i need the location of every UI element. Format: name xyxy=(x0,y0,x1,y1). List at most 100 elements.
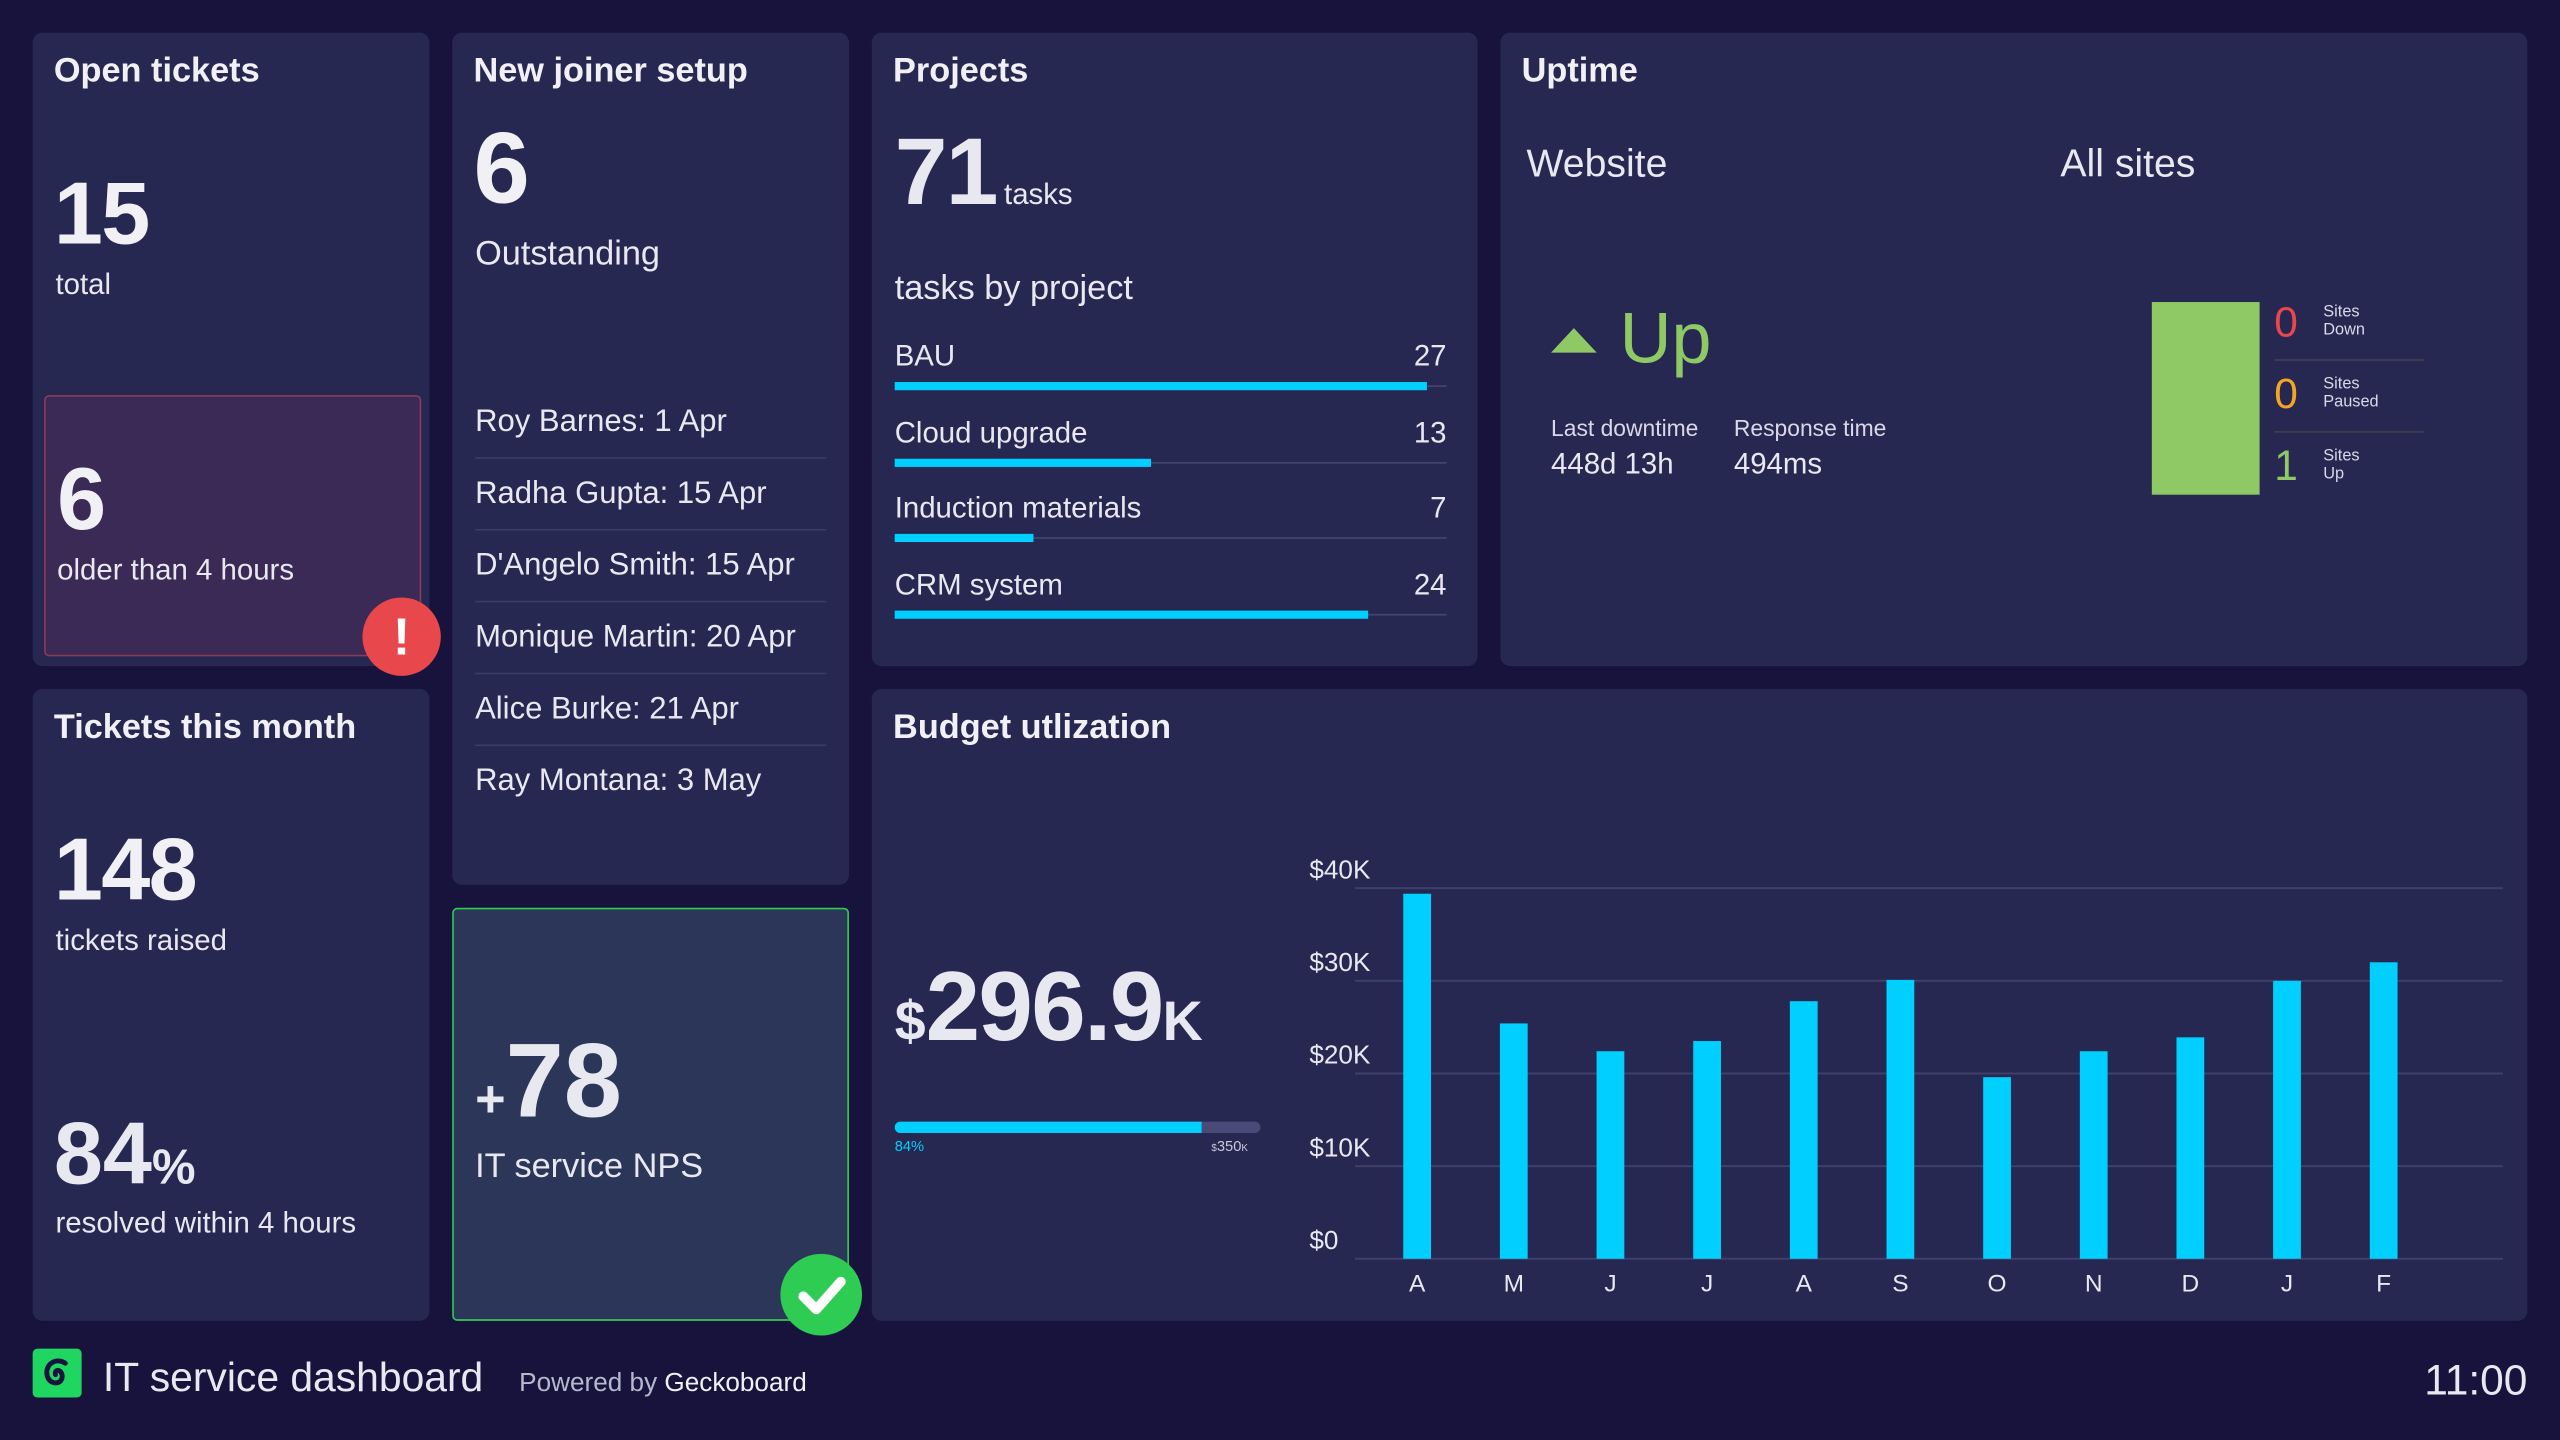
panel-title: Projects xyxy=(893,52,1029,90)
project-value: 13 xyxy=(1413,415,1447,449)
project-bar-fill xyxy=(894,382,1427,391)
last-downtime-label: Last downtime xyxy=(1551,414,1699,441)
triangle-up-icon xyxy=(1551,328,1597,353)
nps-number: 78 xyxy=(505,1022,622,1140)
panel-title: Open tickets xyxy=(53,52,260,90)
open-tickets-panel: Open tickets 15 total 6 older than 4 hou… xyxy=(32,32,441,676)
sites-up-stat: 1 Sites Up xyxy=(2274,440,2405,509)
x-tick-label: F xyxy=(2376,1270,2391,1297)
resolved-label: resolved within 4 hours xyxy=(55,1206,357,1240)
joiner-list-item: Ray Montana: 3 May xyxy=(475,764,762,799)
y-tick-label: $0 xyxy=(1309,1225,1338,1255)
bar-D xyxy=(2176,1037,2205,1259)
divider xyxy=(2274,359,2425,361)
y-tick-label: $30K xyxy=(1309,947,1371,977)
sites-paused-label: Sites Paused xyxy=(2323,375,2379,412)
x-tick-label: A xyxy=(1796,1270,1813,1297)
website-status: Up xyxy=(1619,298,1712,379)
resolved-unit: % xyxy=(151,1141,196,1196)
new-joiner-count-label: Outstanding xyxy=(475,235,660,273)
project-value: 24 xyxy=(1413,567,1447,600)
budget-progress-fill xyxy=(894,1121,1202,1134)
all-sites-label: All sites xyxy=(2060,142,2196,187)
joiner-list-item: Roy Barnes: 1 Apr xyxy=(475,405,827,459)
response-time-label: Response time xyxy=(1733,414,1887,441)
old-tickets-alert-box: 6 older than 4 hours xyxy=(44,395,422,657)
project-value: 7 xyxy=(1430,491,1447,525)
open-tickets-total-label: total xyxy=(55,267,112,301)
open-tickets-total: 15 xyxy=(53,164,150,263)
x-tick-label: J xyxy=(1604,1270,1616,1297)
projects-task-count: 71 tasks xyxy=(895,118,1073,227)
project-bar-track xyxy=(894,537,1447,539)
dashboard-title: IT service dashboard xyxy=(102,1355,484,1401)
panel-title: Tickets this month xyxy=(53,708,357,747)
response-time-value: 494ms xyxy=(1733,447,1823,480)
geckoboard-logo-icon xyxy=(32,1348,82,1398)
x-tick-label: S xyxy=(1892,1270,1908,1297)
last-downtime-value: 448d 13h xyxy=(1551,447,1674,480)
y-tick-label: $10K xyxy=(1309,1132,1371,1162)
resolved-value: 84% xyxy=(54,1104,196,1205)
x-tick-label: M xyxy=(1504,1270,1524,1297)
checkmark-icon xyxy=(780,1253,863,1336)
y-tick-label: $20K xyxy=(1309,1040,1371,1070)
new-joiner-count: 6 xyxy=(473,112,529,226)
powered-by: Powered by Geckoboard xyxy=(519,1369,807,1398)
nps-panel: +78 IT service NPS xyxy=(452,907,863,1336)
bar-J xyxy=(2273,980,2301,1259)
sites-down-count: 0 xyxy=(2274,297,2298,347)
x-tick-label: A xyxy=(1409,1270,1426,1297)
panel-title: New joiner setup xyxy=(473,52,748,90)
sites-down-label: Sites Down xyxy=(2323,303,2366,340)
uptime-panel: Uptime Website All sites Up Last downtim… xyxy=(1500,32,2528,667)
project-bar-track xyxy=(894,461,1447,463)
bar-N xyxy=(2079,1051,2108,1259)
geckoboard-link[interactable]: Geckoboard xyxy=(664,1369,807,1398)
nps-label: IT service NPS xyxy=(475,1147,704,1186)
old-tickets-count: 6 xyxy=(57,450,106,549)
budget-panel: Budget utlization $296.9K 84% $350K $0 $1… xyxy=(871,688,2528,1321)
new-joiner-panel: New joiner setup 6 Outstanding Roy Barne… xyxy=(452,32,849,885)
bar-F xyxy=(2369,962,2398,1259)
bar-O xyxy=(1983,1077,2011,1259)
project-bar-fill xyxy=(894,533,1033,543)
joiner-list-item: Alice Burke: 21 Apr xyxy=(475,692,827,747)
tickets-raised-count: 148 xyxy=(53,821,198,920)
nps-sign: + xyxy=(475,1069,506,1129)
x-tick-label: J xyxy=(2281,1270,2293,1297)
x-tick-label: J xyxy=(1701,1270,1713,1297)
project-value: 27 xyxy=(1413,339,1447,373)
project-label: Induction materials xyxy=(894,491,1142,525)
projects-subtitle: tasks by project xyxy=(894,269,1133,307)
tickets-month-panel: Tickets this month 148 tickets raised 84… xyxy=(32,688,430,1321)
nps-value: +78 xyxy=(475,1020,622,1141)
sites-up-label: Sites Up xyxy=(2323,447,2360,484)
project-bar-fill xyxy=(894,457,1151,467)
budget-progress-label: 84% xyxy=(894,1137,925,1155)
resolved-percent: 84 xyxy=(53,1105,152,1204)
bar-J xyxy=(1596,1051,1625,1259)
panel-title: Uptime xyxy=(1521,52,1638,90)
clock: 11:00 xyxy=(2424,1355,2528,1405)
budget-target: $350K xyxy=(1211,1137,1248,1155)
project-label: BAU xyxy=(894,339,956,373)
divider xyxy=(2274,431,2425,433)
project-label: Cloud upgrade xyxy=(894,415,1088,449)
bar-A xyxy=(1789,1001,1818,1259)
sites-up-count: 1 xyxy=(2274,440,2298,490)
joiner-list-item: Radha Gupta: 15 Apr xyxy=(475,477,827,531)
bar-J xyxy=(1693,1041,1721,1259)
y-tick-label: $40K xyxy=(1309,854,1371,884)
website-label: Website xyxy=(1526,142,1668,187)
projects-panel: Projects 71 tasks tasks by project BAU 27… xyxy=(871,32,1478,667)
sites-paused-stat: 0 Sites Paused xyxy=(2274,369,2405,437)
budget-progress-bar xyxy=(894,1121,1261,1134)
bar-M xyxy=(1499,1023,1528,1259)
bar-A xyxy=(1403,893,1432,1259)
task-count: 71 xyxy=(894,119,999,226)
budget-total: $296.9K xyxy=(894,951,1203,1062)
project-label: CRM system xyxy=(894,567,1063,600)
x-tick-label: O xyxy=(1988,1270,2007,1297)
joiner-list-item: D'Angelo Smith: 15 Apr xyxy=(475,549,827,603)
